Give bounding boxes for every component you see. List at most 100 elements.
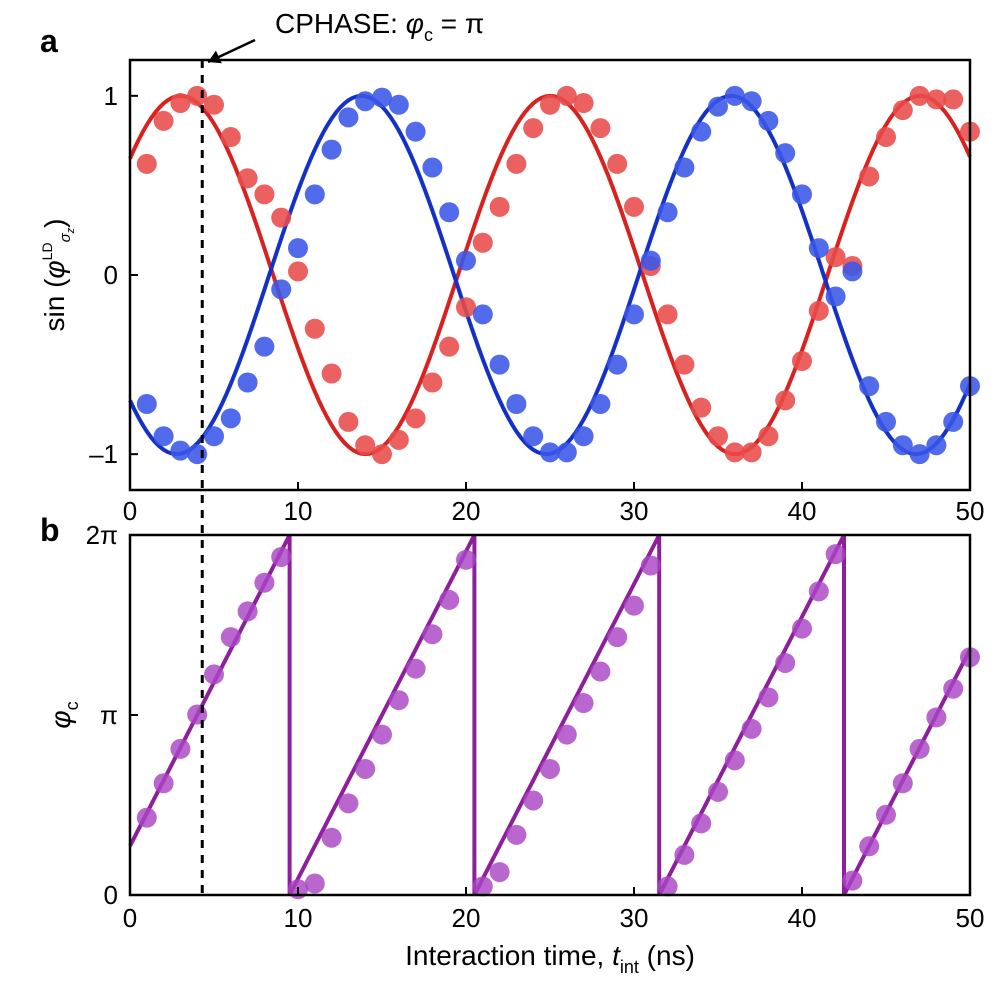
panel-a-point-blue (758, 111, 778, 131)
panel-b-point-purple (187, 705, 207, 725)
panel-b-point-purple (624, 596, 644, 616)
panel-a-ytick-label: 0 (104, 260, 118, 290)
panel-a-point-red (809, 301, 829, 321)
panel-a-point-blue (288, 238, 308, 258)
panel-a-point-blue (439, 202, 459, 222)
panel-b-point-purple (137, 808, 157, 828)
panel-b-letter: b (40, 512, 60, 548)
panel-a-point-blue (826, 287, 846, 307)
panel-b-point-purple (725, 750, 745, 770)
panel-a-point-red (389, 430, 409, 450)
panel-a-point-blue (708, 97, 728, 117)
panel-a-point-red (506, 154, 526, 174)
panel-a-point-blue (658, 202, 678, 222)
panel-a-point-blue (607, 355, 627, 375)
panel-a-point-blue (943, 412, 963, 432)
panel-a-point-blue (792, 184, 812, 204)
panel-b-point-purple (826, 544, 846, 564)
panel-a-point-blue (641, 251, 661, 271)
panel-a-point-blue (456, 251, 476, 271)
panel-b-xlabel: Interaction time, tint (ns) (405, 940, 695, 977)
panel-a-letter: a (40, 23, 58, 59)
panel-b-xtick-label: 10 (284, 903, 313, 933)
panel-a-point-blue (355, 91, 375, 111)
panel-a-point-blue (876, 412, 896, 432)
panel-b-point-purple (557, 725, 577, 745)
panel-a-point-red (859, 166, 879, 186)
panel-a-point-red (473, 233, 493, 253)
panel-b-point-purple (708, 782, 728, 802)
panel-a-xtick-label: 40 (788, 496, 817, 526)
panel-b-point-purple (574, 693, 594, 713)
panel-b-point-purple (271, 547, 291, 567)
panel-b-point-purple (641, 556, 661, 576)
panel-a-point-red (943, 89, 963, 109)
panel-a-point-red (271, 208, 291, 228)
panel-a-point-blue (187, 444, 207, 464)
panel-a-point-red (221, 127, 241, 147)
panel-b-point-purple (506, 825, 526, 845)
panel-a-point-blue (523, 426, 543, 446)
panel-a-point-red (674, 355, 694, 375)
panel-b-ytick-label: 0 (104, 880, 118, 910)
panel-a-point-red (590, 118, 610, 138)
panel-a-point-blue (859, 376, 879, 396)
panel-b-point-purple (607, 627, 627, 647)
panel-b-point-purple (540, 759, 560, 779)
panel-a-point-red (439, 337, 459, 357)
panel-b-point-purple (658, 876, 678, 896)
panel-a-point-red (490, 197, 510, 217)
panel-a-point-red (305, 319, 325, 339)
panel-a-point-red (322, 364, 342, 384)
panel-b-point-purple (154, 773, 174, 793)
panel-b-point-purple (372, 725, 392, 745)
panel-b-ytick-label: π (100, 700, 118, 730)
panel-a-point-blue (221, 408, 241, 428)
panel-b-point-purple (943, 679, 963, 699)
panel-a-point-blue (691, 122, 711, 142)
panel-b-point-purple (809, 581, 829, 601)
panel-b-point-purple (456, 550, 476, 570)
panel-b-point-purple (775, 653, 795, 673)
panel-b-xtick-label: 50 (956, 903, 985, 933)
panel-a-point-blue (775, 143, 795, 163)
panel-a-point-red (893, 100, 913, 120)
panel-a-point-red (910, 86, 930, 106)
panel-a-point-blue (473, 304, 493, 324)
panel-b-point-purple (238, 601, 258, 621)
panel-b-point-purple (590, 662, 610, 682)
panel-b-point-purple (221, 627, 241, 647)
panel-a-point-blue (254, 337, 274, 357)
panel-b-point-purple (338, 793, 358, 813)
panel-a-point-red (238, 168, 258, 188)
panel-a-xtick-label: 0 (123, 496, 137, 526)
panel-b-point-purple (859, 836, 879, 856)
panel-b-point-purple (792, 619, 812, 639)
panel-a-xtick-label: 20 (452, 496, 481, 526)
panel-a-xtick-label: 50 (956, 496, 985, 526)
panel-a-point-blue (557, 442, 577, 462)
panel-b-point-purple (406, 659, 426, 679)
panel-a-point-red (876, 127, 896, 147)
panel-a-ylabel: sin (φLDσz) (39, 219, 77, 332)
panel-a-xtick-label: 10 (284, 496, 313, 526)
panel-b-point-purple (490, 862, 510, 882)
panel-a-point-blue (154, 426, 174, 446)
panel-a-point-blue (204, 426, 224, 446)
panel-b-xtick-label: 40 (788, 903, 817, 933)
panel-a-point-red (338, 412, 358, 432)
panel-a-point-red (758, 426, 778, 446)
panel-b-point-purple (674, 845, 694, 865)
panel-a-xtick-label: 30 (620, 496, 649, 526)
panel-a-point-blue (624, 304, 644, 324)
panel-b-ytick-label: 2π (86, 520, 118, 550)
panel-b-ylabel: φc (45, 701, 82, 728)
panel-b-point-purple (910, 739, 930, 759)
panel-b-point-purple (473, 876, 493, 896)
panel-a-point-red (708, 426, 728, 446)
panel-b-point-purple (876, 805, 896, 825)
panel-a-point-blue (422, 158, 442, 178)
panel-b-point-purple (422, 624, 442, 644)
panel-a-point-red (742, 442, 762, 462)
panel-b-point-purple (758, 687, 778, 707)
